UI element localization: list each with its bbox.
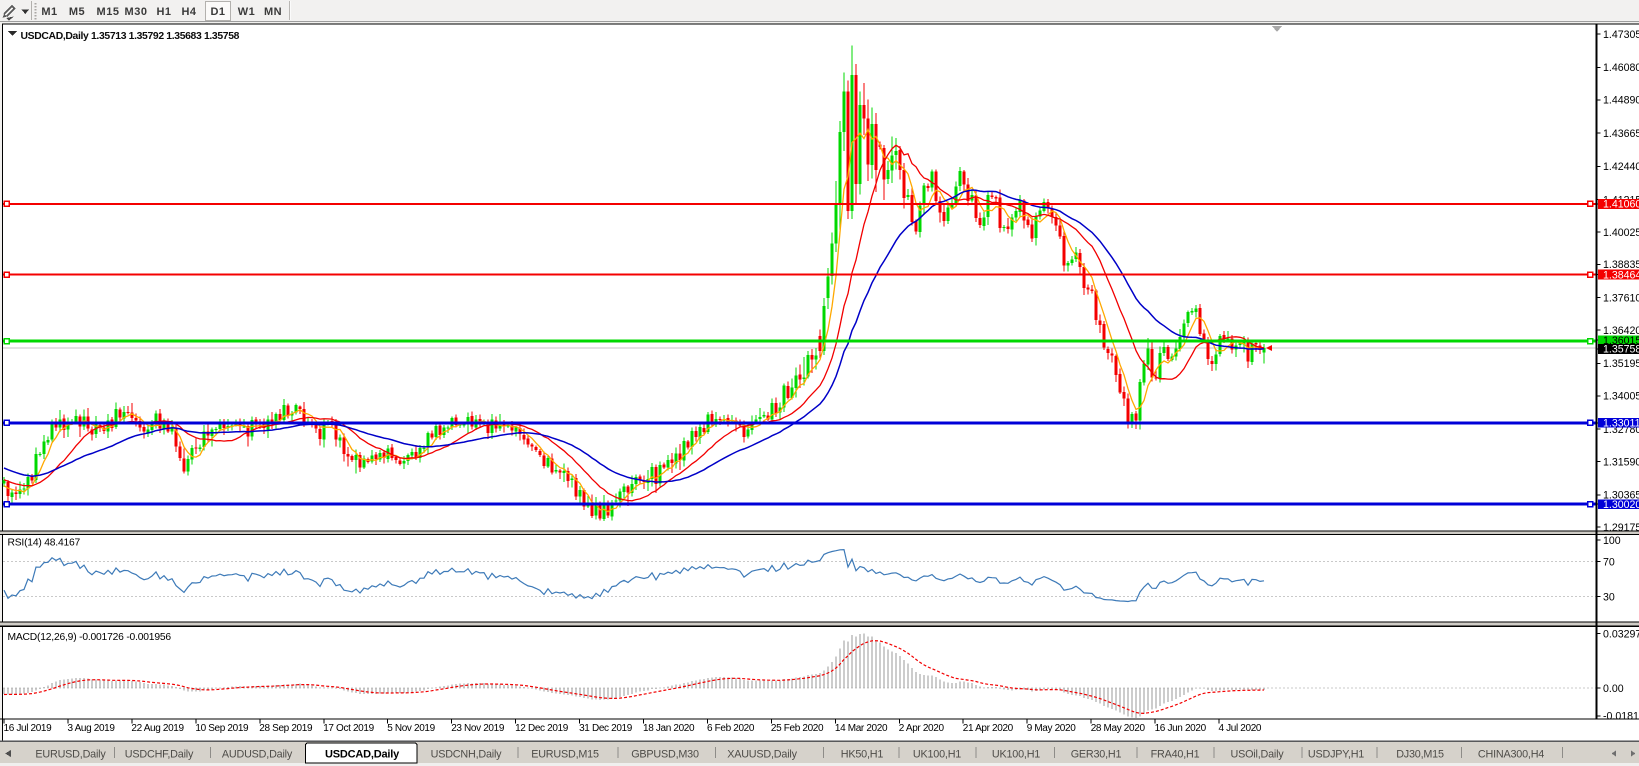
- svg-text:31 Dec 2019: 31 Dec 2019: [579, 723, 633, 734]
- svg-text:USDJPY,H1: USDJPY,H1: [1308, 749, 1364, 761]
- svg-text:1.31590: 1.31590: [1603, 456, 1639, 468]
- svg-text:10 Sep 2019: 10 Sep 2019: [195, 723, 249, 734]
- svg-text:W1: W1: [238, 6, 256, 18]
- svg-text:USDCAD,Daily 1.35713 1.35792: USDCAD,Daily 1.35713 1.35792 1.35683 1.3…: [21, 31, 240, 42]
- svg-text:HK50,H1: HK50,H1: [841, 749, 884, 761]
- svg-text:EURUSD,M15: EURUSD,M15: [531, 749, 599, 761]
- svg-text:22 Aug 2019: 22 Aug 2019: [131, 723, 184, 734]
- svg-text:1.46080: 1.46080: [1603, 62, 1639, 74]
- svg-text:3 Aug 2019: 3 Aug 2019: [68, 723, 116, 734]
- svg-text:XAUUSD,Daily: XAUUSD,Daily: [727, 749, 797, 761]
- svg-text:70: 70: [1603, 556, 1615, 568]
- svg-text:1.40025: 1.40025: [1603, 227, 1639, 239]
- svg-text:UK100,H1: UK100,H1: [913, 749, 961, 761]
- svg-text:1.29175: 1.29175: [1603, 522, 1639, 534]
- svg-text:9 May 2020: 9 May 2020: [1027, 723, 1077, 734]
- svg-text:GBPUSD,M30: GBPUSD,M30: [631, 749, 699, 761]
- svg-text:USOil,Daily: USOil,Daily: [1231, 749, 1285, 761]
- svg-text:16 Jul 2019: 16 Jul 2019: [4, 723, 53, 734]
- svg-text:1.47305: 1.47305: [1603, 29, 1639, 41]
- svg-text:6 Feb 2020: 6 Feb 2020: [707, 723, 755, 734]
- svg-text:H4: H4: [181, 6, 196, 18]
- svg-text:1.42440: 1.42440: [1603, 161, 1639, 173]
- svg-text:25 Feb 2020: 25 Feb 2020: [771, 723, 824, 734]
- svg-text:16 Jun 2020: 16 Jun 2020: [1155, 723, 1207, 734]
- svg-text:1.35195: 1.35195: [1603, 358, 1639, 370]
- svg-text:H1: H1: [156, 6, 171, 18]
- svg-text:17 Oct 2019: 17 Oct 2019: [323, 723, 374, 734]
- svg-text:1.34005: 1.34005: [1603, 391, 1639, 403]
- svg-text:1.35758: 1.35758: [1603, 344, 1639, 356]
- svg-text:M1: M1: [41, 6, 57, 18]
- svg-text:M5: M5: [69, 6, 85, 18]
- svg-text:-0.018154: -0.018154: [1603, 711, 1639, 723]
- svg-text:1.41060: 1.41060: [1603, 199, 1639, 211]
- svg-text:1.44890: 1.44890: [1603, 95, 1639, 107]
- svg-text:30: 30: [1603, 591, 1615, 603]
- svg-text:USDCNH,Daily: USDCNH,Daily: [431, 749, 503, 761]
- svg-text:4 Jul 2020: 4 Jul 2020: [1219, 723, 1262, 734]
- svg-text:5 Nov 2019: 5 Nov 2019: [387, 723, 435, 734]
- svg-text:DJ30,M15: DJ30,M15: [1396, 749, 1444, 761]
- svg-text:USDCAD,Daily: USDCAD,Daily: [325, 749, 400, 761]
- svg-text:MN: MN: [264, 6, 282, 18]
- svg-text:AUDUSD,Daily: AUDUSD,Daily: [222, 749, 293, 761]
- svg-text:M15: M15: [97, 6, 120, 18]
- svg-text:USDCHF,Daily: USDCHF,Daily: [125, 749, 194, 761]
- svg-text:14 Mar 2020: 14 Mar 2020: [835, 723, 888, 734]
- svg-text:1.30365: 1.30365: [1603, 490, 1639, 502]
- svg-text:1.43665: 1.43665: [1603, 128, 1639, 140]
- svg-text:EURUSD,Daily: EURUSD,Daily: [35, 749, 106, 761]
- svg-text:FRA40,H1: FRA40,H1: [1151, 749, 1200, 761]
- svg-text:1.33011: 1.33011: [1603, 418, 1639, 430]
- svg-text:23 Nov 2019: 23 Nov 2019: [451, 723, 505, 734]
- svg-text:0.00: 0.00: [1603, 683, 1624, 695]
- svg-text:18 Jan 2020: 18 Jan 2020: [643, 723, 695, 734]
- svg-text:1.38464: 1.38464: [1603, 269, 1639, 281]
- svg-text:1.30020: 1.30020: [1603, 499, 1639, 511]
- svg-text:1.37610: 1.37610: [1603, 293, 1639, 305]
- svg-text:CHINA300,H4: CHINA300,H4: [1478, 749, 1544, 761]
- svg-text:12 Dec 2019: 12 Dec 2019: [515, 723, 569, 734]
- svg-text:100: 100: [1603, 535, 1621, 547]
- svg-text:1.36420: 1.36420: [1603, 325, 1639, 337]
- svg-text:RSI(14) 48.4167: RSI(14) 48.4167: [8, 538, 81, 549]
- svg-text:M30: M30: [125, 6, 148, 18]
- svg-text:0.032972: 0.032972: [1603, 628, 1639, 640]
- svg-text:UK100,H1: UK100,H1: [992, 749, 1040, 761]
- svg-text:GER30,H1: GER30,H1: [1071, 749, 1122, 761]
- svg-text:MACD(12,26,9) -0.001726 -0.001: MACD(12,26,9) -0.001726 -0.001956: [8, 632, 172, 643]
- svg-text:28 May 2020: 28 May 2020: [1091, 723, 1146, 734]
- svg-text:1.38835: 1.38835: [1603, 259, 1639, 271]
- svg-text:D1: D1: [210, 6, 225, 18]
- svg-text:28 Sep 2019: 28 Sep 2019: [259, 723, 313, 734]
- svg-text:2 Apr 2020: 2 Apr 2020: [899, 723, 945, 734]
- svg-text:21 Apr 2020: 21 Apr 2020: [963, 723, 1014, 734]
